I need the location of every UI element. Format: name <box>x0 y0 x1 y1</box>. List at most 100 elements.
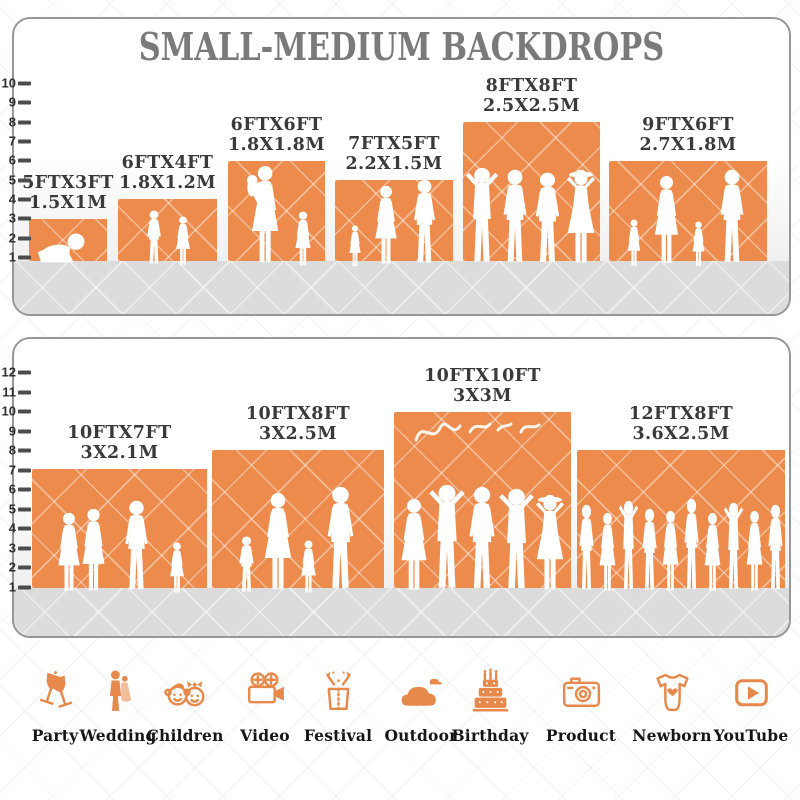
man-silhouette <box>495 169 535 269</box>
ruler-tick: 4 <box>0 521 31 536</box>
small-medium-panel: 5FTX3FT 1.5X1M 6FTX4FT 1.8X1.2M 6FTX6FT … <box>12 17 791 316</box>
backdrop-8ftx8ft: 8FTX8FT 2.5X2.5M <box>463 76 600 261</box>
ruler-number: 8 <box>8 442 16 458</box>
size-m: 1.5X1M <box>29 193 107 214</box>
ruler-number: 1 <box>8 579 16 595</box>
ruler-tick: 10 <box>0 404 31 419</box>
ruler-tick: 2 <box>0 231 31 246</box>
ruler-number: 11 <box>2 384 16 400</box>
people-silhouettes <box>577 498 785 596</box>
ruler-tick: 5 <box>0 173 31 188</box>
size-m: 2.5X2.5M <box>482 96 581 117</box>
man-silhouette <box>763 504 788 596</box>
people-silhouettes <box>228 165 325 269</box>
man-silhouette <box>117 500 156 596</box>
backdrop-10ftx10ft: 10FTX10FT 3X3M <box>394 366 571 588</box>
children-faces-icon <box>163 681 204 707</box>
video-camera-icon <box>247 672 284 704</box>
girl-silhouette <box>172 216 194 268</box>
ruler-number: 2 <box>8 230 16 246</box>
ruler-number: 4 <box>8 520 16 536</box>
size-ft: 10FTX10FT <box>424 366 541 387</box>
ruler-number: 10 <box>1 403 16 419</box>
category-label: Party <box>31 726 79 745</box>
size-m: 3X2.1M <box>80 443 159 464</box>
ruler-tick: 11 <box>0 385 31 400</box>
ruler-dash <box>18 526 31 530</box>
girl-silhouette <box>297 540 320 596</box>
backdrop-size-label: 10FTX7FT 3X2.1M <box>67 423 172 464</box>
ruler-number: 1 <box>8 249 16 265</box>
ruler-number: 2 <box>8 559 16 575</box>
size-m: 2.7X1.8M <box>639 135 737 156</box>
ruler-dash <box>18 120 31 124</box>
man-arms-up-silhouette <box>616 500 641 596</box>
category-wedding: Wedding <box>70 668 166 745</box>
ruler-tick: 4 <box>0 192 31 207</box>
boy-silhouette <box>142 210 166 268</box>
category-party: Party <box>7 668 103 745</box>
backdrop-size-label: 6FTX4FT 1.8X1.2M <box>119 153 216 194</box>
size-m: 3X2.5M <box>259 424 337 445</box>
ruler-dash <box>18 255 31 259</box>
backdrop-12ftx8ft: 12FTX8FT 3.6X2.5M <box>577 404 785 588</box>
ruler-tick: 1 <box>0 580 31 595</box>
ruler-dash <box>18 546 31 550</box>
ruler-number: 6 <box>8 481 16 497</box>
ruler-tick: 6 <box>0 153 31 168</box>
woman-silhouette <box>700 512 725 596</box>
ruler-dash <box>18 236 31 240</box>
youtube-play-icon <box>734 679 768 707</box>
ruler-dash <box>18 507 31 511</box>
ruler-dash <box>18 178 31 182</box>
outdoor-cloud-icon <box>401 678 442 706</box>
backdrop-size-label: 6FTX6FT 1.8X1.8M <box>228 115 325 156</box>
woman-silhouette <box>257 492 299 596</box>
ruler-tick: 1 <box>0 250 31 265</box>
newborn-onesie-icon <box>655 673 689 712</box>
medium-large-panel: 10FTX7FT 3X2.1M 10FTX8FT 3X2.5M 10FTX10F… <box>12 337 791 638</box>
category-outdoor: Outdoor <box>373 668 469 745</box>
size-ft: 8FTX8FT <box>485 76 578 97</box>
category-product: Product <box>533 668 629 745</box>
ruler-dash <box>18 565 31 569</box>
ruler-tick: 9 <box>0 95 31 110</box>
ruler-tick: 10 <box>0 76 31 91</box>
ruler-tick: 6 <box>0 482 31 497</box>
ruler-number: 10 <box>1 75 16 91</box>
ruler-tick: 8 <box>0 115 31 130</box>
size-m: 3.6X2.5M <box>632 424 730 445</box>
size-ft: 7FTX5FT <box>348 134 440 155</box>
woman-silhouette <box>648 175 685 269</box>
people-silhouettes <box>463 167 600 269</box>
ruler-tick: 9 <box>0 424 31 439</box>
ruler-dash <box>18 448 31 452</box>
category-children: Children <box>137 668 233 745</box>
page-title: SMALL-MEDIUM BACKDROPS <box>138 24 665 69</box>
ruler-dash <box>18 100 31 104</box>
ruler-tick: 3 <box>0 541 31 556</box>
script-decoration <box>414 422 540 442</box>
ruler-number: 8 <box>8 114 16 130</box>
category-label: Outdoor <box>384 726 458 745</box>
people-silhouettes <box>118 210 217 268</box>
ruler-tick: 8 <box>0 443 31 458</box>
ruler-number: 9 <box>8 423 16 439</box>
woman-silhouette <box>76 508 111 596</box>
category-label: Video <box>240 726 290 745</box>
people-silhouettes <box>32 500 207 596</box>
size-m: 3X3M <box>453 386 512 407</box>
ruler-dash <box>18 429 31 433</box>
ruler-tick: 12 <box>0 365 31 380</box>
man-silhouette <box>318 486 363 596</box>
ruler-tick: 7 <box>0 463 31 478</box>
ruler-dash <box>18 158 31 162</box>
ruler-dash <box>18 216 31 220</box>
size-ft: 10FTX7FT <box>67 423 172 444</box>
man-silhouette <box>527 172 568 269</box>
category-label: Wedding <box>79 726 157 745</box>
backdrop-size-label: 8FTX8FT 2.5X2.5M <box>482 76 581 117</box>
party-glasses-icon <box>39 671 72 708</box>
category-label: Newborn <box>632 726 712 745</box>
backdrop-5ftx3ft: 5FTX3FT 1.5X1M <box>22 173 113 261</box>
